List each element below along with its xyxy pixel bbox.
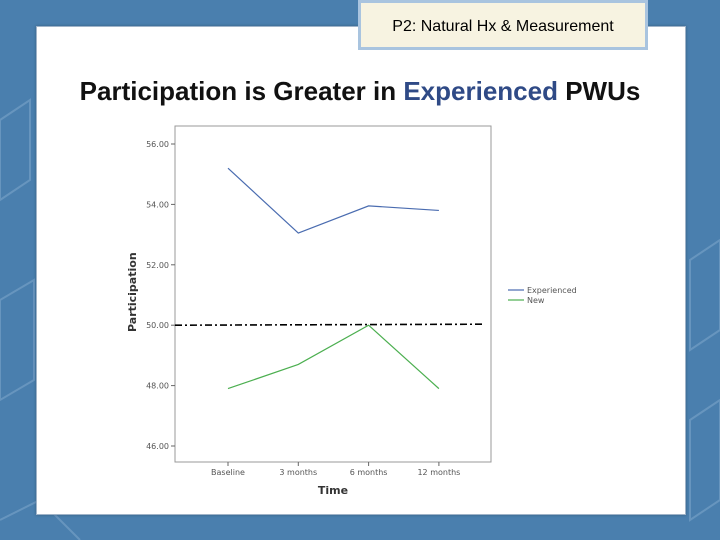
y-tick-label: 54.00	[146, 200, 169, 209]
x-axis: Baseline 3 months 6 months 12 months	[211, 462, 460, 477]
chart-panel: 56.00 54.00 52.00 50.00 48.00 46.00 Baseline 3…	[120, 122, 600, 502]
series-line-experienced	[227, 167, 439, 234]
x-tick-label: 12 months	[417, 468, 460, 477]
series-line-new	[227, 324, 440, 390]
y-tick-label: 46.00	[146, 442, 169, 451]
reference-line	[174, 323, 486, 326]
legend-label-experienced: Experienced	[527, 286, 577, 295]
y-tick-label: 52.00	[146, 261, 169, 270]
x-axis-label: Time	[318, 484, 348, 497]
slide-title: Participation is Greater in Experienced …	[0, 76, 720, 107]
y-axis: 56.00 54.00 52.00 50.00 48.00 46.00	[146, 140, 175, 451]
x-tick-label: 6 months	[350, 468, 388, 477]
y-tick-label: 48.00	[146, 382, 169, 391]
line-chart: 56.00 54.00 52.00 50.00 48.00 46.00 Baseline 3…	[126, 125, 577, 497]
y-tick-label: 50.00	[146, 321, 169, 330]
y-axis-label: Participation	[126, 252, 139, 332]
reference-line-group	[174, 323, 486, 326]
legend-label-new: New	[527, 296, 545, 305]
series-lines	[227, 167, 440, 390]
plot-frame	[174, 125, 492, 463]
y-tick-label: 56.00	[146, 140, 169, 149]
title-highlight: Experienced	[403, 76, 558, 106]
title-suffix: PWUs	[557, 76, 641, 106]
section-tag: P2: Natural Hx & Measurement	[358, 0, 648, 50]
x-tick-label: 3 months	[279, 468, 317, 477]
x-tick-label: Baseline	[211, 468, 245, 477]
title-prefix: Participation is Greater in	[79, 76, 404, 106]
